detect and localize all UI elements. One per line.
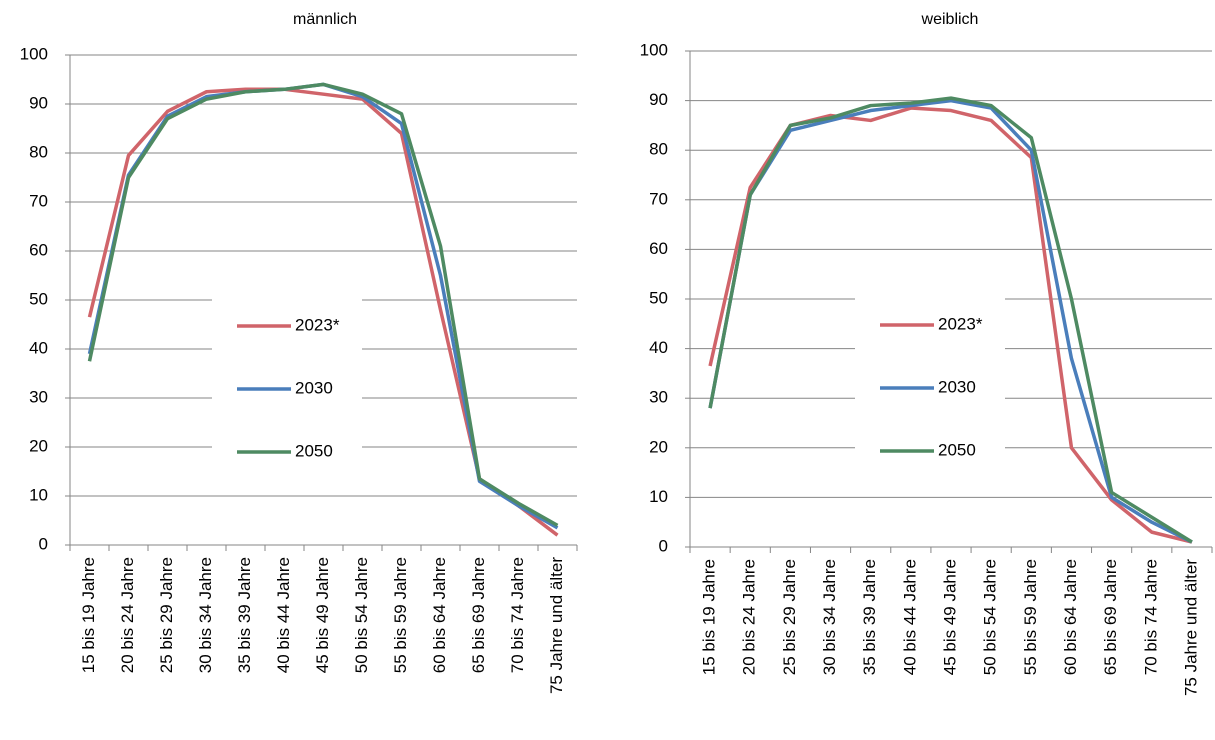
x-tick-label: 55 bis 59 Jahre bbox=[1021, 559, 1040, 675]
y-tick-label: 30 bbox=[649, 388, 668, 407]
x-tick-label: 45 bis 49 Jahre bbox=[940, 559, 959, 675]
y-tick-label: 30 bbox=[29, 387, 48, 406]
y-tick-label: 50 bbox=[649, 288, 668, 307]
y-tick-label: 40 bbox=[649, 338, 668, 357]
x-tick-label: 60 bis 64 Jahre bbox=[1061, 559, 1080, 675]
data-line bbox=[708, 98, 1193, 544]
legend-label: 2050 bbox=[295, 441, 333, 460]
x-tick-label: 30 bis 34 Jahre bbox=[196, 557, 215, 673]
legend-label: 2023* bbox=[938, 314, 983, 333]
y-tick-label: 90 bbox=[29, 93, 48, 112]
y-tick-label: 20 bbox=[649, 437, 668, 456]
data-line bbox=[708, 96, 1193, 544]
y-tick-label: 50 bbox=[29, 289, 48, 308]
x-tick-label: 20 bis 24 Jahre bbox=[740, 559, 759, 675]
x-tick-label: 35 bis 39 Jahre bbox=[235, 557, 254, 673]
x-tick-label: 65 bis 69 Jahre bbox=[1101, 559, 1120, 675]
x-tick-label: 15 bis 19 Jahre bbox=[700, 559, 719, 675]
y-tick-label: 0 bbox=[39, 534, 48, 553]
x-tick-label: 25 bis 29 Jahre bbox=[157, 557, 176, 673]
x-tick-label: 50 bis 54 Jahre bbox=[981, 559, 1000, 675]
chart-title: weiblich bbox=[921, 11, 979, 28]
x-tick-label: 30 bis 34 Jahre bbox=[820, 559, 839, 675]
x-tick-label: 75 Jahre und älter bbox=[547, 557, 566, 694]
y-tick-label: 20 bbox=[29, 436, 48, 455]
y-tick-label: 60 bbox=[649, 239, 668, 258]
y-tick-label: 0 bbox=[659, 536, 668, 555]
y-tick-label: 60 bbox=[29, 240, 48, 259]
x-tick-label: 15 bis 19 Jahre bbox=[79, 557, 98, 673]
chart-title: männlich bbox=[293, 11, 357, 28]
y-tick-label: 10 bbox=[29, 485, 48, 504]
x-tick-label: 45 bis 49 Jahre bbox=[313, 557, 332, 673]
y-tick-label: 10 bbox=[649, 487, 668, 506]
x-tick-label: 40 bis 44 Jahre bbox=[900, 559, 919, 675]
y-tick-label: 100 bbox=[20, 44, 48, 63]
x-tick-label: 60 bis 64 Jahre bbox=[430, 557, 449, 673]
y-tick-label: 70 bbox=[29, 191, 48, 210]
x-tick-label: 35 bis 39 Jahre bbox=[860, 559, 879, 675]
x-tick-label: 55 bis 59 Jahre bbox=[391, 557, 410, 673]
legend-label: 2023* bbox=[295, 315, 340, 334]
x-tick-label: 40 bis 44 Jahre bbox=[274, 557, 293, 673]
y-tick-label: 100 bbox=[640, 40, 668, 59]
legend-label: 2050 bbox=[938, 440, 976, 459]
x-tick-label: 25 bis 29 Jahre bbox=[780, 559, 799, 675]
x-tick-label: 70 bis 74 Jahre bbox=[1141, 559, 1160, 675]
legend-label: 2030 bbox=[938, 377, 976, 396]
x-tick-label: 70 bis 74 Jahre bbox=[508, 557, 527, 673]
y-tick-label: 70 bbox=[649, 189, 668, 208]
y-tick-label: 80 bbox=[649, 140, 668, 159]
data-line bbox=[87, 82, 559, 527]
x-tick-label: 20 bis 24 Jahre bbox=[118, 557, 137, 673]
x-tick-label: 65 bis 69 Jahre bbox=[469, 557, 488, 673]
y-tick-label: 40 bbox=[29, 338, 48, 357]
y-tick-label: 80 bbox=[29, 142, 48, 161]
x-tick-label: 75 Jahre und älter bbox=[1181, 559, 1200, 696]
y-tick-label: 90 bbox=[649, 90, 668, 109]
legend-label: 2030 bbox=[295, 378, 333, 397]
x-tick-label: 50 bis 54 Jahre bbox=[352, 557, 371, 673]
